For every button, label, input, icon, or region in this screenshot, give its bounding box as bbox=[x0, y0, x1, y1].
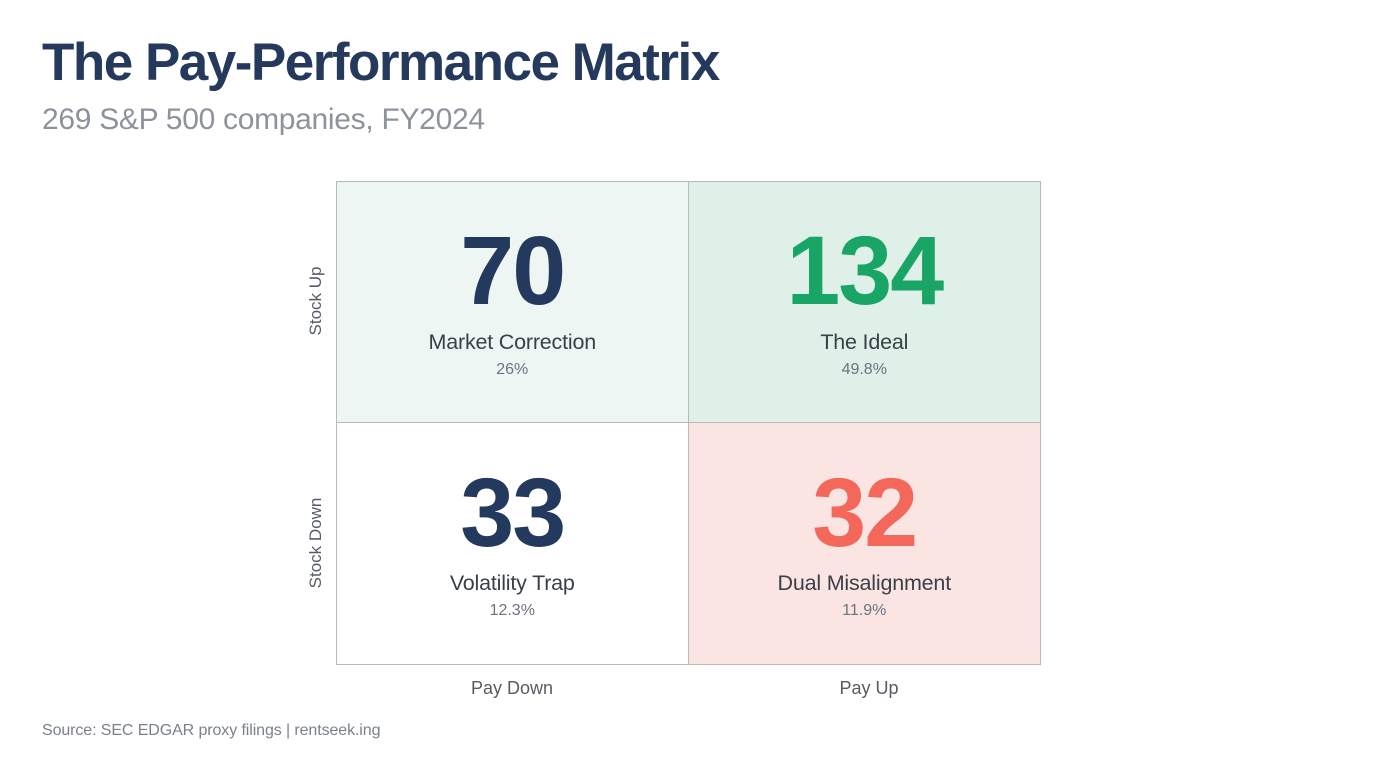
source-note: Source: SEC EDGAR proxy filings | rentse… bbox=[42, 722, 381, 739]
x-axis-label-pay-down: Pay Down bbox=[470, 678, 554, 698]
matrix-grid: 70 Market Correction 26% 134 The Ideal 4… bbox=[336, 181, 1041, 665]
quadrant-dual-misalignment-percent: 11.9% bbox=[842, 602, 887, 620]
quadrant-volatility-trap-count: 33 bbox=[460, 457, 566, 567]
quadrant-dual-misalignment: 32 Dual Misalignment 11.9% bbox=[688, 423, 1040, 664]
quadrant-the-ideal: 134 The Ideal 49.8% bbox=[688, 182, 1040, 423]
quadrant-volatility-trap-percent: 12.3% bbox=[489, 602, 535, 620]
quadrant-market-correction-label: Market Correction bbox=[428, 329, 597, 354]
quadrant-dual-misalignment-label: Dual Misalignment bbox=[777, 571, 952, 596]
quadrant-the-ideal-label: The Ideal bbox=[820, 329, 909, 354]
page-subtitle: 269 S&P 500 companies, FY2024 bbox=[42, 103, 485, 136]
quadrant-market-correction: 70 Market Correction 26% bbox=[337, 182, 689, 423]
quadrant-the-ideal-percent: 49.8% bbox=[841, 360, 887, 378]
quadrant-volatility-trap: 33 Volatility Trap 12.3% bbox=[337, 423, 689, 664]
x-axis-label-pay-up: Pay Up bbox=[839, 678, 899, 698]
quadrant-market-correction-percent: 26% bbox=[496, 360, 529, 378]
quadrant-market-correction-count: 70 bbox=[460, 216, 566, 326]
quadrant-the-ideal-count: 134 bbox=[786, 216, 944, 326]
quadrant-dual-misalignment-count: 32 bbox=[812, 457, 918, 567]
y-axis-label-stock-down: Stock Down bbox=[306, 497, 325, 589]
y-axis-label-stock-up: Stock Up bbox=[306, 266, 325, 336]
page-title: The Pay-Performance Matrix bbox=[42, 33, 720, 92]
quadrant-volatility-trap-label: Volatility Trap bbox=[449, 571, 575, 596]
